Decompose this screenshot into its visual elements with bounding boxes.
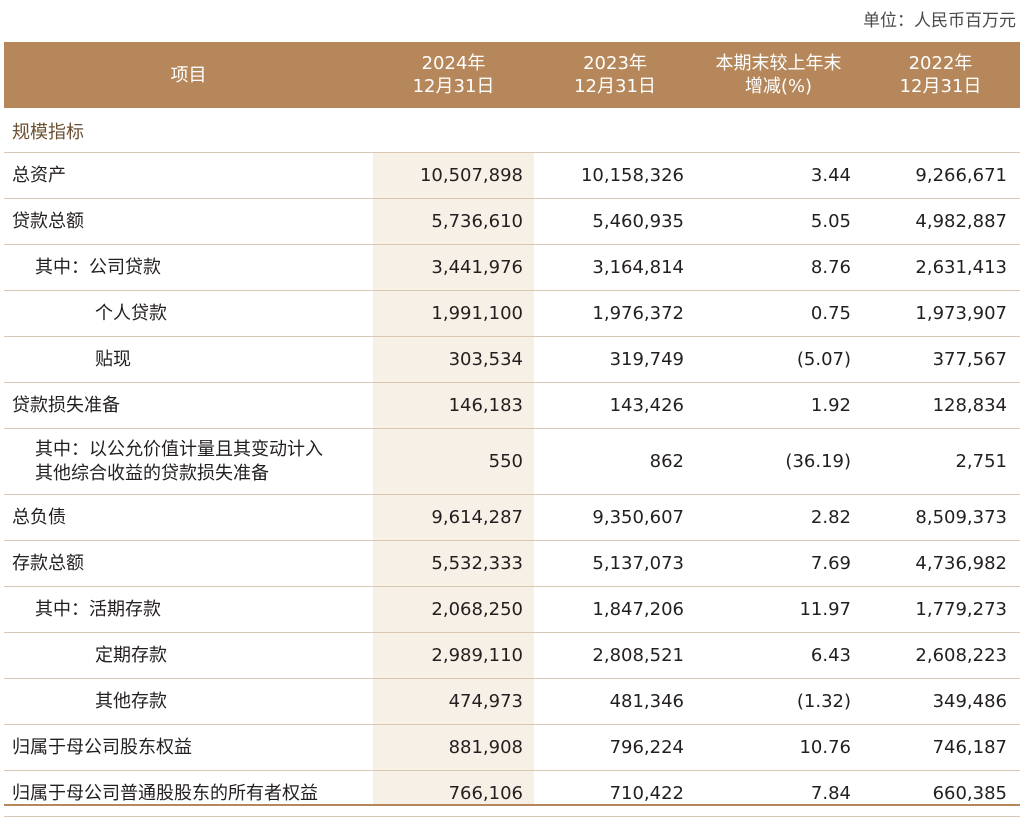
value-2022: 746,187: [932, 737, 1007, 758]
value-change: (5.07): [796, 349, 851, 370]
row-label: 贷款总额: [12, 210, 84, 232]
row-label: 贷款损失准备: [12, 394, 120, 416]
table-row: 总资产 10,507,898 10,158,326 3.44 9,266,671: [4, 153, 1020, 199]
value-2023: 10,158,326: [580, 165, 684, 186]
value-2024: 5,736,610: [431, 211, 523, 232]
value-2022: 128,834: [932, 395, 1007, 416]
row-label: 其中：活期存款: [35, 598, 161, 620]
row-label: 其中：公司贷款: [35, 256, 161, 278]
table-row: 总负债 9,614,287 9,350,607 2.82 8,509,373: [4, 495, 1020, 541]
header-change: 本期末较上年末 增减(%): [715, 53, 842, 97]
value-change: 8.76: [810, 257, 851, 278]
table-row: 归属于母公司股东权益 881,908 796,224 10.76 746,187: [4, 725, 1020, 771]
value-2023: 319,749: [609, 349, 684, 370]
table-bottom-rule: [4, 804, 1020, 806]
row-label: 定期存款: [95, 644, 167, 666]
value-change: 10.76: [799, 737, 851, 758]
value-2024: 9,614,287: [431, 507, 523, 528]
value-change: 2.82: [810, 507, 851, 528]
table-row: 贷款损失准备 146,183 143,426 1.92 128,834: [4, 383, 1020, 429]
value-2022: 9,266,671: [915, 165, 1007, 186]
section-row: 规模指标: [4, 110, 1020, 153]
highlight-column-2024: [373, 153, 534, 805]
value-2022: 4,736,982: [915, 553, 1007, 574]
table-header: 项目 2024年 12月31日 2023年 12月31日 本期末较上年末 增减(…: [4, 42, 1020, 108]
table-row: 其中：活期存款 2,068,250 1,847,206 11.97 1,779,…: [4, 587, 1020, 633]
row-label: 其他存款: [95, 690, 167, 712]
row-label: 总资产: [12, 164, 66, 186]
table-row: 贴现 303,534 319,749 (5.07) 377,567: [4, 337, 1020, 383]
value-2023: 862: [649, 451, 684, 472]
value-2024: 1,991,100: [431, 303, 523, 324]
value-2024: 2,989,110: [431, 645, 523, 666]
value-2023: 143,426: [609, 395, 684, 416]
value-2024: 766,106: [448, 783, 523, 804]
table-row: 其他存款 474,973 481,346 (1.32) 349,486: [4, 679, 1020, 725]
row-label: 个人贷款: [95, 302, 167, 324]
value-2023: 5,137,073: [592, 553, 684, 574]
value-2023: 710,422: [609, 783, 684, 804]
value-2023: 9,350,607: [592, 507, 684, 528]
value-2023: 1,976,372: [592, 303, 684, 324]
table-row: 贷款总额 5,736,610 5,460,935 5.05 4,982,887: [4, 199, 1020, 245]
value-2022: 377,567: [932, 349, 1007, 370]
section-title: 规模指标: [12, 122, 84, 143]
table-row: 其中：公司贷款 3,441,976 3,164,814 8.76 2,631,4…: [4, 245, 1020, 291]
value-2023: 796,224: [609, 737, 684, 758]
table-body: 规模指标 总资产 10,507,898 10,158,326 3.44 9,26…: [4, 110, 1020, 817]
value-change: (36.19): [785, 451, 851, 472]
row-label: 存款总额: [12, 552, 84, 574]
value-change: 11.97: [799, 599, 851, 620]
value-2022: 349,486: [932, 691, 1007, 712]
value-change: (1.32): [796, 691, 851, 712]
value-2023: 5,460,935: [592, 211, 684, 232]
header-item: 项目: [170, 64, 207, 86]
value-2022: 1,779,273: [915, 599, 1007, 620]
table-row: 其中：以公允价值计量且其变动计入 其他综合收益的贷款损失准备 550 862 (…: [4, 429, 1020, 495]
value-2022: 4,982,887: [915, 211, 1007, 232]
value-2024: 474,973: [448, 691, 523, 712]
value-2023: 3,164,814: [592, 257, 684, 278]
value-change: 5.05: [810, 211, 851, 232]
row-label: 归属于母公司普通股股东的所有者权益: [12, 782, 318, 804]
table-row: 归属于母公司普通股股东的所有者权益 766,106 710,422 7.84 6…: [4, 771, 1020, 817]
header-2024: 2024年 12月31日: [412, 53, 495, 97]
value-2022: 1,973,907: [915, 303, 1007, 324]
value-2024: 2,068,250: [431, 599, 523, 620]
value-change: 1.92: [810, 395, 851, 416]
row-label: 贴现: [95, 348, 131, 370]
value-2024: 5,532,333: [431, 553, 523, 574]
value-2022: 2,631,413: [915, 257, 1007, 278]
header-2022: 2022年 12月31日: [899, 53, 982, 97]
value-change: 6.43: [810, 645, 851, 666]
value-change: 7.84: [810, 783, 851, 804]
row-label: 总负债: [12, 506, 66, 528]
value-2022: 2,608,223: [915, 645, 1007, 666]
value-2024: 303,534: [448, 349, 523, 370]
value-2024: 10,507,898: [419, 165, 523, 186]
value-2022: 2,751: [955, 451, 1007, 472]
row-label: 其中：以公允价值计量且其变动计入 其他综合收益的贷款损失准备: [35, 438, 323, 484]
value-2023: 481,346: [609, 691, 684, 712]
value-2024: 881,908: [448, 737, 523, 758]
value-2022: 660,385: [932, 783, 1007, 804]
unit-label: 单位：人民币百万元: [863, 11, 1016, 31]
value-2022: 8,509,373: [915, 507, 1007, 528]
value-2024: 146,183: [448, 395, 523, 416]
value-2023: 1,847,206: [592, 599, 684, 620]
table-row: 个人贷款 1,991,100 1,976,372 0.75 1,973,907: [4, 291, 1020, 337]
value-2024: 550: [488, 451, 523, 472]
header-2023: 2023年 12月31日: [574, 53, 656, 97]
value-change: 3.44: [810, 165, 851, 186]
value-2024: 3,441,976: [431, 257, 523, 278]
table-row: 定期存款 2,989,110 2,808,521 6.43 2,608,223: [4, 633, 1020, 679]
table-row: 存款总额 5,532,333 5,137,073 7.69 4,736,982: [4, 541, 1020, 587]
value-2023: 2,808,521: [592, 645, 684, 666]
value-change: 7.69: [810, 553, 851, 574]
value-change: 0.75: [810, 303, 851, 324]
row-label: 归属于母公司股东权益: [12, 736, 192, 758]
